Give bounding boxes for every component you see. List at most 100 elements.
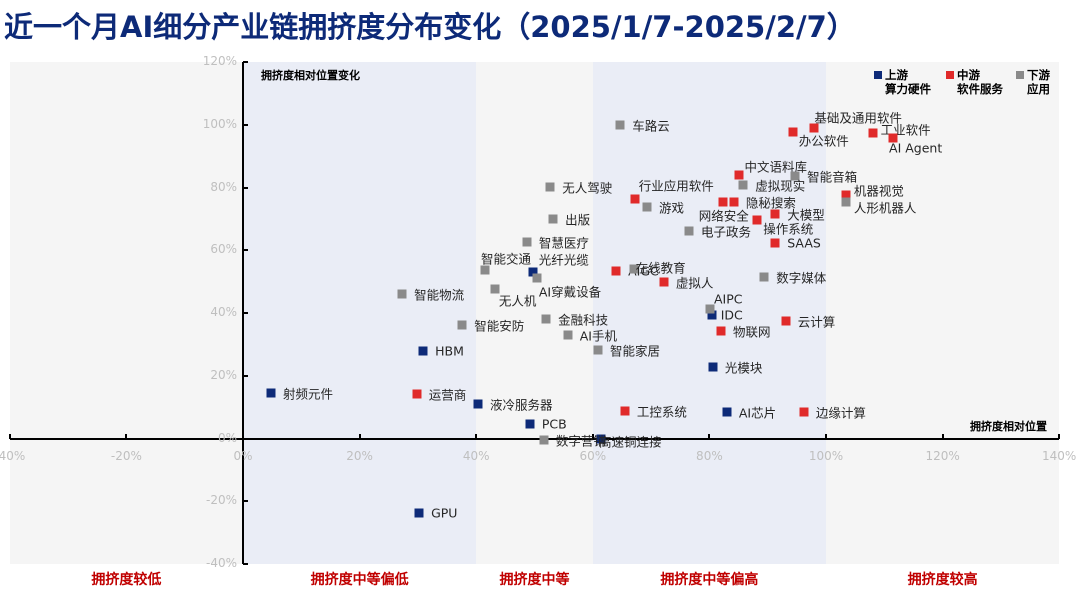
legend-item-downstream[interactable]: 下游 应用 <box>1016 68 1050 96</box>
band-1 <box>9 62 243 564</box>
y-tick-label: -20% <box>205 493 237 508</box>
data-point-label: 物联网 <box>733 324 771 340</box>
data-point-marker[interactable] <box>414 508 424 518</box>
data-point-marker[interactable] <box>539 435 549 445</box>
data-point-label: 基础及通用软件 <box>814 110 902 126</box>
data-point-marker[interactable] <box>659 277 669 287</box>
data-point-label: GPU <box>431 505 458 521</box>
legend-sub: 应用 <box>1027 82 1050 96</box>
data-point-marker[interactable] <box>480 265 490 275</box>
data-point-marker[interactable] <box>629 264 639 274</box>
x-tick-label: 80% <box>696 448 723 463</box>
data-point-marker[interactable] <box>642 202 652 212</box>
data-point-marker[interactable] <box>473 399 483 409</box>
data-point-marker[interactable] <box>615 120 625 130</box>
data-point-marker[interactable] <box>532 273 542 283</box>
zone-label: 拥挤度中等偏高 <box>660 572 759 588</box>
data-point-marker[interactable] <box>809 123 819 133</box>
data-point-marker[interactable] <box>868 128 878 138</box>
y-tick-label: -40% <box>205 555 237 570</box>
data-point-marker[interactable] <box>759 272 769 282</box>
data-point-marker[interactable] <box>708 362 718 372</box>
data-point-label: 光纤光缆 <box>538 252 589 268</box>
data-point-marker[interactable] <box>788 127 798 137</box>
data-point-marker[interactable] <box>457 320 467 330</box>
x-tick-label: 60% <box>579 448 607 463</box>
data-point-marker[interactable] <box>752 215 762 225</box>
x-tick <box>125 433 128 439</box>
data-point-label: AI穿戴设备 <box>538 284 602 300</box>
data-point-marker[interactable] <box>412 389 422 399</box>
x-tick <box>941 433 944 439</box>
x-tick <box>242 433 244 439</box>
data-point-label: 边缘计算 <box>815 405 866 421</box>
x-tick <box>475 433 478 439</box>
data-point-marker[interactable] <box>734 170 744 180</box>
data-point-marker[interactable] <box>490 284 500 294</box>
data-point-marker[interactable] <box>548 214 558 224</box>
data-point-marker[interactable] <box>611 266 621 276</box>
data-point-label: AIPC <box>713 291 743 307</box>
data-point-label: HBM <box>435 343 464 359</box>
data-point-marker[interactable] <box>738 180 748 190</box>
data-point-marker[interactable] <box>545 182 555 192</box>
legend-name: 下游 <box>1027 68 1050 82</box>
y-tick-label: 100% <box>202 117 237 131</box>
data-point-marker[interactable] <box>729 197 739 207</box>
data-point-label: 机器视觉 <box>853 183 904 199</box>
data-point-marker[interactable] <box>266 388 276 398</box>
data-point-label: 大模型 <box>787 207 825 223</box>
data-point-label: 高速铜连接 <box>598 434 662 450</box>
data-point-label: AI芯片 <box>738 405 777 421</box>
legend-swatch-icon <box>946 71 954 79</box>
data-point-marker[interactable] <box>781 316 791 326</box>
legend-name: 中游 <box>957 68 980 82</box>
data-point-label: 智能安防 <box>474 318 525 334</box>
band-5 <box>826 62 1060 564</box>
y-tick <box>243 186 248 189</box>
data-point-label: 光模块 <box>724 360 763 376</box>
data-point-label: 行业应用软件 <box>638 178 714 194</box>
data-point-marker[interactable] <box>718 197 728 207</box>
data-point-marker[interactable] <box>528 267 538 277</box>
data-point-label: 数字媒体 <box>776 270 827 286</box>
data-point-label: 智能物流 <box>414 287 465 303</box>
data-point-marker[interactable] <box>593 345 603 355</box>
data-point-marker[interactable] <box>596 434 606 444</box>
data-point-marker[interactable] <box>705 304 715 314</box>
x-tick <box>358 433 361 439</box>
data-point-marker[interactable] <box>563 330 573 340</box>
legend-item-midstream[interactable]: 中游 软件服务 <box>946 68 1003 96</box>
data-point-label: 数字营销 <box>555 433 606 449</box>
legend-item-upstream[interactable]: 上游 算力硬件 <box>874 68 931 96</box>
y-tick-label: 120% <box>202 54 237 69</box>
data-point-marker[interactable] <box>790 171 800 181</box>
data-point-label: 金融科技 <box>558 312 609 328</box>
y-tick-label: 40% <box>210 305 237 320</box>
data-point-label: 虚拟现实 <box>755 178 806 194</box>
data-point-marker[interactable] <box>630 194 640 204</box>
data-point-marker[interactable] <box>418 346 428 356</box>
x-tick-label: 120% <box>925 448 960 463</box>
data-point-marker[interactable] <box>525 419 535 429</box>
data-point-marker[interactable] <box>722 407 732 417</box>
data-point-marker[interactable] <box>397 289 407 299</box>
y-tick <box>243 374 248 377</box>
x-tick <box>708 433 711 439</box>
data-point-marker[interactable] <box>707 310 717 320</box>
data-point-marker[interactable] <box>541 314 551 324</box>
data-point-marker[interactable] <box>799 407 809 417</box>
data-point-label: 射频元件 <box>282 386 333 402</box>
y-tick-label: 20% <box>210 367 237 382</box>
data-point-marker[interactable] <box>770 238 780 248</box>
data-point-marker[interactable] <box>716 326 726 336</box>
data-point-marker[interactable] <box>841 197 851 207</box>
data-point-marker[interactable] <box>684 226 694 236</box>
data-point-label: IDC <box>720 307 743 323</box>
data-point-marker[interactable] <box>770 209 780 219</box>
data-point-marker[interactable] <box>522 237 532 247</box>
data-point-marker[interactable] <box>888 133 898 143</box>
data-point-marker[interactable] <box>620 406 630 416</box>
data-point-marker[interactable] <box>841 190 851 200</box>
